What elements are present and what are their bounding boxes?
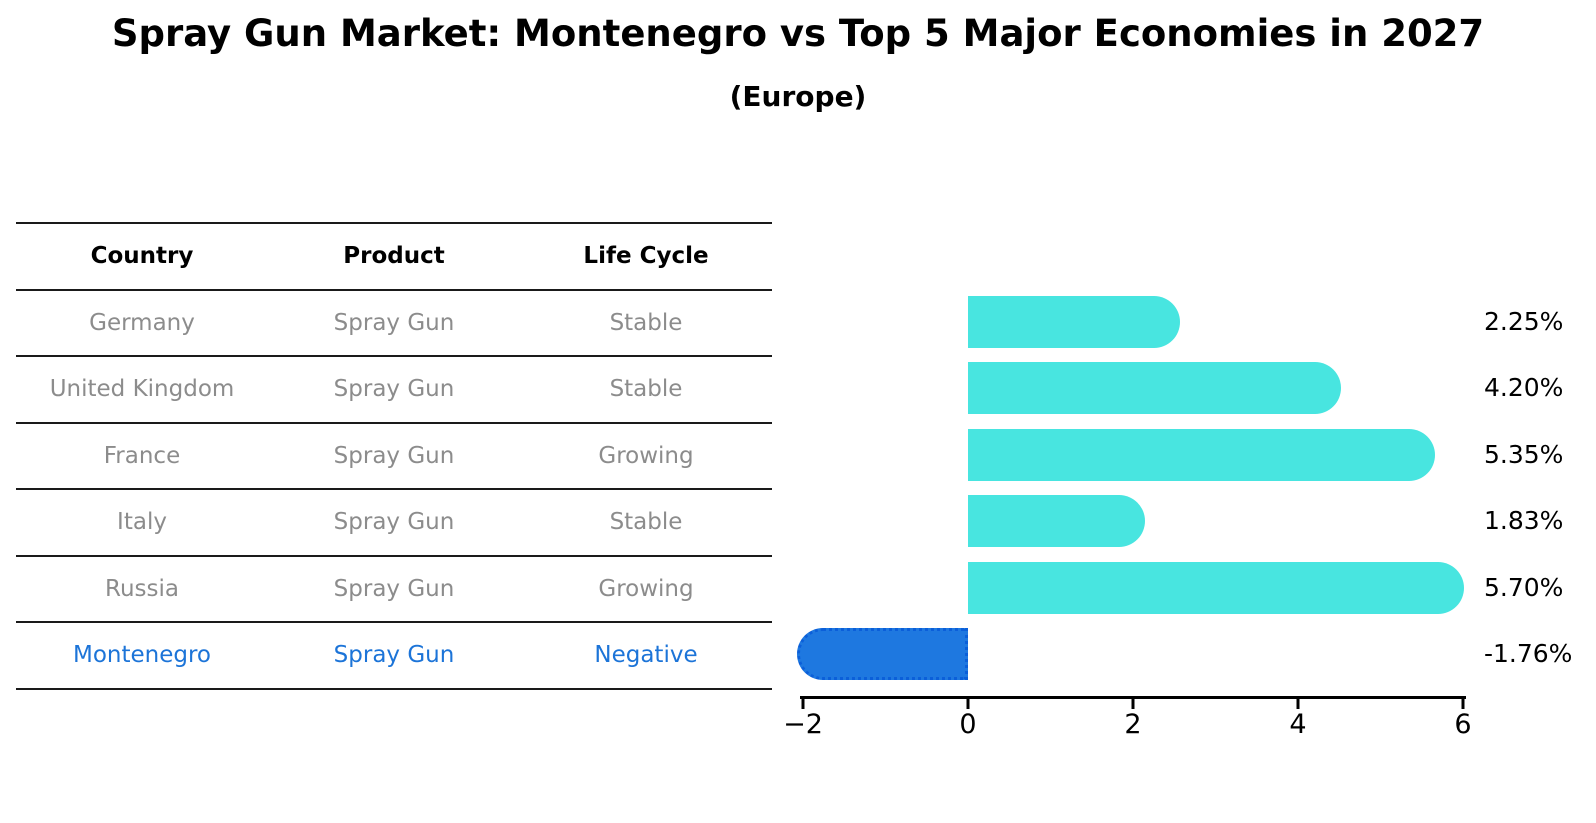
cell-country: Italy	[117, 509, 167, 536]
x-tick-label-6: 6	[1454, 709, 1472, 740]
x-tick-mark-0	[966, 699, 970, 709]
x-tick-mark-6	[1461, 699, 1465, 709]
x-axis-line	[800, 696, 1466, 699]
table-row: Montenegro Spray Gun Negative	[16, 623, 772, 690]
value-label-russia: 5.70%	[1484, 572, 1564, 602]
bar-germany	[968, 295, 1180, 348]
x-tick-mark-2	[1131, 699, 1135, 709]
x-tick-mark--2	[801, 699, 805, 709]
page-subtitle: (Europe)	[729, 80, 867, 113]
cell-product: Spray Gun	[333, 376, 455, 403]
bar-united-kingdom	[968, 362, 1341, 414]
column-header-product: Product	[343, 243, 445, 270]
cell-product: Spray Gun	[333, 575, 455, 602]
country-table: Country Product Life Cycle Germany Spray…	[16, 222, 772, 690]
bar-montenegro	[796, 628, 968, 680]
value-label-montenegro: -1.76%	[1484, 639, 1573, 668]
table-row: United Kingdom Spray Gun Stable	[16, 357, 772, 424]
bar-italy	[968, 495, 1145, 547]
cell-product: Spray Gun	[333, 309, 455, 336]
x-tick-label-0: 0	[959, 709, 977, 740]
table-header-row: Country Product Life Cycle	[16, 222, 772, 291]
table-row: Germany Spray Gun Stable	[16, 291, 772, 357]
value-label-united-kingdom: 4.20%	[1484, 373, 1564, 402]
cell-country: Germany	[89, 309, 195, 336]
bar-russia	[968, 561, 1465, 614]
cell-life-cycle: Stable	[609, 509, 683, 536]
value-label-germany: 2.25%	[1484, 306, 1564, 336]
cell-product: Spray Gun	[333, 642, 455, 669]
column-header-country: Country	[90, 243, 194, 270]
cell-life-cycle: Stable	[609, 376, 683, 403]
cell-country: United Kingdom	[49, 376, 235, 403]
cell-life-cycle: Growing	[598, 575, 694, 602]
value-label-france: 5.35%	[1484, 439, 1564, 469]
cell-life-cycle: Growing	[598, 442, 694, 469]
column-header-life-cycle: Life Cycle	[583, 243, 709, 270]
table-row: France Spray Gun Growing	[16, 424, 772, 490]
cell-country: Montenegro	[72, 642, 211, 669]
cell-life-cycle: Negative	[594, 642, 698, 669]
cell-country: France	[103, 442, 181, 469]
value-label-italy: 1.83%	[1484, 506, 1564, 535]
cell-country: Russia	[105, 575, 179, 602]
x-tick-mark-4	[1296, 699, 1300, 709]
cell-product: Spray Gun	[333, 509, 455, 536]
bar-france	[968, 428, 1436, 481]
x-tick-label-2: 2	[1124, 709, 1142, 740]
x-tick-label-4: 4	[1289, 709, 1307, 740]
x-tick-label--2: −2	[783, 709, 823, 740]
table-row: Italy Spray Gun Stable	[16, 490, 772, 557]
cell-life-cycle: Stable	[609, 309, 683, 336]
table-row: Russia Spray Gun Growing	[16, 557, 772, 623]
cell-product: Spray Gun	[333, 442, 455, 469]
page-title: Spray Gun Market: Montenegro vs Top 5 Ma…	[111, 12, 1485, 55]
